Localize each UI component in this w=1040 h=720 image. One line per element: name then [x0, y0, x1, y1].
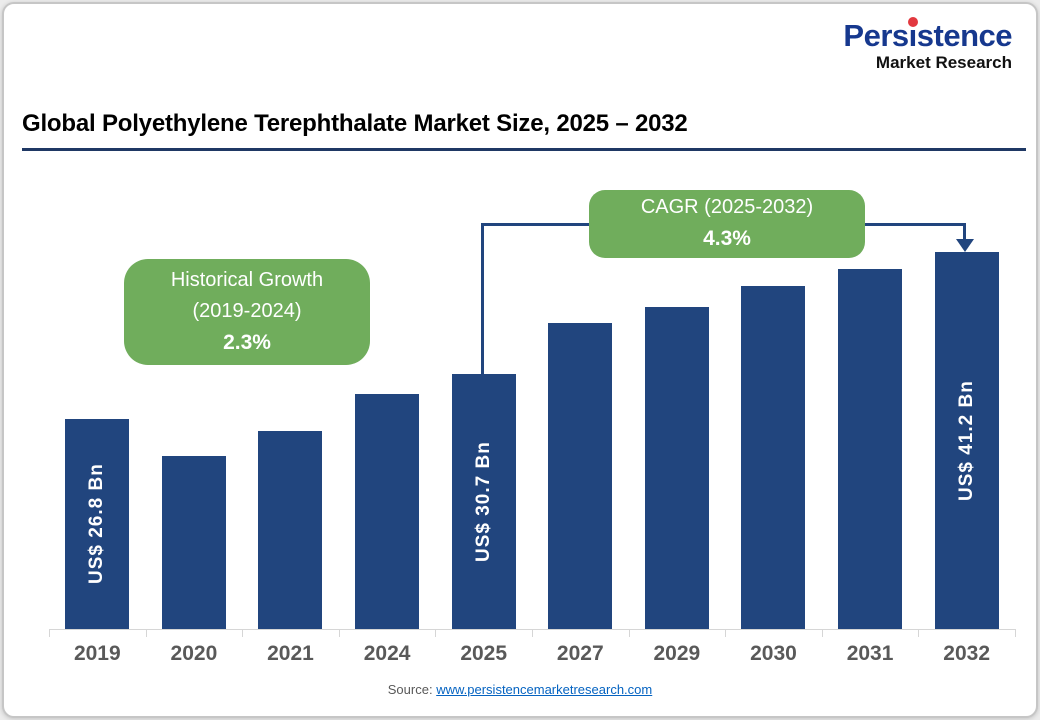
- bar-column-2025: US$ 30.7 Bn: [435, 374, 532, 629]
- logo-red-dot-icon: [907, 17, 918, 27]
- x-axis-tick: [1015, 629, 1016, 637]
- bar-2021: [258, 431, 323, 629]
- bar-column-2021: [242, 431, 339, 629]
- logo-text-start: Pers: [843, 18, 909, 53]
- x-axis-tick: [242, 629, 243, 637]
- bar-2032: US$ 41.2 Bn: [934, 252, 999, 629]
- x-axis-tick: [822, 629, 823, 637]
- x-axis-tick: [532, 629, 533, 637]
- x-axis-tick: [629, 629, 630, 637]
- logo-letter-i-text: i: [908, 18, 918, 53]
- historical-growth-period: (2019-2024): [192, 299, 302, 322]
- bar-column-2024: [339, 394, 436, 629]
- logo-wordmark: Pers istence: [843, 17, 1013, 53]
- x-axis-tick: [725, 629, 726, 637]
- title-underline: [22, 148, 1026, 151]
- cagr-label: CAGR (2025-2032): [640, 196, 814, 219]
- bar-column-2031: [822, 269, 919, 629]
- x-axis-label-2032: 2032: [943, 642, 990, 665]
- bar-2027: [548, 323, 613, 629]
- x-axis-label-2030: 2030: [750, 642, 797, 665]
- x-axis-label-2024: 2024: [363, 642, 411, 665]
- bar-column-2032: US$ 41.2 Bn: [918, 252, 1015, 629]
- x-axis-tick: [435, 629, 436, 637]
- bar-column-2027: [532, 323, 629, 629]
- bar-2031: [838, 269, 903, 629]
- bar-2024: [355, 394, 420, 629]
- connector-line-from-2025-bar: [481, 223, 484, 379]
- logo-tagline: Market Research: [875, 53, 1012, 72]
- x-axis-label-2029: 2029: [653, 642, 701, 665]
- chart-title: Global Polyethylene Terephthalate Market…: [22, 110, 688, 137]
- x-axis-label-2019: 2019: [73, 642, 121, 665]
- source-label: Source:: [387, 682, 433, 697]
- bars-container: US$ 26.8 Bn US$ 30.7 Bn US$ 41.2 Bn: [49, 4, 1015, 629]
- bar-2030: [741, 286, 806, 629]
- logo-letter-i: i: [907, 17, 918, 53]
- x-axis-tick: [339, 629, 340, 637]
- bar-value-label-2019: US$ 26.8 Bn: [86, 463, 108, 585]
- logo: Pers istence Market Research: [843, 17, 1013, 73]
- logo-text-end: stence: [916, 18, 1013, 53]
- x-axis-tick: [49, 629, 50, 637]
- historical-growth-label: Historical Growth: [170, 268, 324, 291]
- bar-column-2019: US$ 26.8 Bn: [49, 419, 146, 629]
- bar-2025: US$ 30.7 Bn: [451, 374, 516, 629]
- historical-growth-badge: Historical Growth (2019-2024) 2.3%: [124, 259, 370, 365]
- source-line: Source: www.persistencemarketresearch.co…: [4, 682, 1036, 697]
- cagr-value: 4.3%: [703, 227, 751, 251]
- bar-column-2030: [725, 286, 822, 629]
- x-axis-label-2020: 2020: [170, 642, 218, 665]
- cagr-badge: CAGR (2025-2032) 4.3%: [589, 190, 865, 258]
- bar-2029: [644, 307, 709, 629]
- arrow-down-icon: [956, 239, 974, 252]
- x-axis-label-2025: 2025: [460, 642, 508, 665]
- bar-2019: US$ 26.8 Bn: [65, 419, 130, 629]
- x-axis-label-2021: 2021: [267, 642, 314, 665]
- x-axis-label-2027: 2027: [556, 642, 604, 665]
- bar-column-2020: [146, 456, 243, 629]
- x-axis-tick: [146, 629, 147, 637]
- historical-growth-value: 2.3%: [223, 330, 271, 354]
- x-axis-label-2031: 2031: [846, 642, 894, 665]
- x-axis-tick: [918, 629, 919, 637]
- connector-line-to-2032-bar: [963, 223, 966, 240]
- bar-2020: [161, 456, 226, 629]
- x-axis-ticks: [49, 629, 1016, 637]
- bar-column-2029: [629, 307, 726, 629]
- source-link[interactable]: www.persistencemarketresearch.com: [436, 682, 653, 697]
- x-axis-labels: 2019 2020 2021 2024 2025 2027 2029 2030 2031 2032: [49, 642, 1015, 666]
- bar-value-label-2032: US$ 41.2 Bn: [955, 380, 977, 501]
- bar-value-label-2025: US$ 30.7 Bn: [472, 441, 494, 562]
